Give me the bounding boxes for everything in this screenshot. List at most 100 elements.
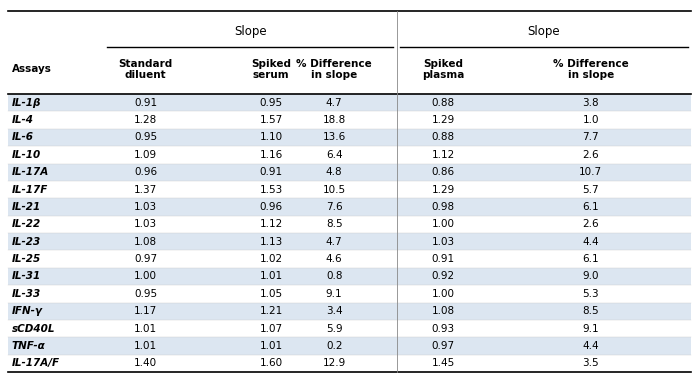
Text: 1.02: 1.02: [260, 254, 283, 264]
Bar: [8, 320, 691, 337]
Text: IL-17F: IL-17F: [12, 185, 48, 195]
Text: 3.8: 3.8: [583, 98, 599, 108]
Text: 1.07: 1.07: [260, 323, 283, 334]
Bar: [8, 94, 691, 111]
Text: 0.96: 0.96: [134, 167, 157, 177]
Text: IFN-γ: IFN-γ: [12, 306, 42, 316]
Text: 10.5: 10.5: [322, 185, 346, 195]
Text: 1.00: 1.00: [432, 219, 454, 229]
Text: 0.91: 0.91: [134, 98, 157, 108]
Bar: [8, 355, 691, 372]
Bar: [8, 233, 691, 250]
Text: 1.37: 1.37: [134, 185, 157, 195]
Text: IL-17A/F: IL-17A/F: [12, 359, 60, 368]
Text: IL-4: IL-4: [12, 115, 34, 125]
Text: IL-33: IL-33: [12, 289, 41, 299]
Text: 0.92: 0.92: [432, 272, 455, 282]
Bar: [8, 268, 691, 285]
Text: 3.4: 3.4: [326, 306, 342, 316]
Text: 9.1: 9.1: [326, 289, 342, 299]
Text: 1.60: 1.60: [260, 359, 283, 368]
Text: 4.7: 4.7: [326, 98, 342, 108]
Text: 1.03: 1.03: [134, 219, 157, 229]
Text: 1.08: 1.08: [432, 306, 455, 316]
Text: sCD40L: sCD40L: [12, 323, 55, 334]
Bar: [8, 129, 691, 146]
Text: Spiked
plasma: Spiked plasma: [422, 59, 464, 80]
Text: 4.4: 4.4: [583, 237, 599, 247]
Text: 1.09: 1.09: [134, 150, 157, 160]
Bar: [8, 216, 691, 233]
Text: 0.8: 0.8: [326, 272, 342, 282]
Bar: [8, 303, 691, 320]
Bar: [8, 250, 691, 268]
Text: 2.6: 2.6: [583, 150, 599, 160]
Text: 1.40: 1.40: [134, 359, 157, 368]
Text: 4.4: 4.4: [583, 341, 599, 351]
Text: 10.7: 10.7: [579, 167, 602, 177]
Text: 5.9: 5.9: [326, 323, 342, 334]
Text: 0.96: 0.96: [260, 202, 283, 212]
Bar: [8, 146, 691, 163]
Bar: [8, 181, 691, 198]
Text: IL-6: IL-6: [12, 133, 34, 142]
Text: 1.13: 1.13: [260, 237, 283, 247]
Text: 9.0: 9.0: [583, 272, 599, 282]
Bar: [8, 163, 691, 181]
Text: 7.6: 7.6: [326, 202, 342, 212]
Text: 4.6: 4.6: [326, 254, 342, 264]
Text: 4.7: 4.7: [326, 237, 342, 247]
Text: IL-25: IL-25: [12, 254, 41, 264]
Text: 6.1: 6.1: [583, 254, 599, 264]
Text: 4.8: 4.8: [326, 167, 342, 177]
Text: IL-22: IL-22: [12, 219, 41, 229]
Text: Assays: Assays: [12, 64, 52, 74]
Text: IL-1β: IL-1β: [12, 98, 41, 108]
Text: 13.6: 13.6: [322, 133, 346, 142]
Text: 1.10: 1.10: [260, 133, 283, 142]
Text: 1.16: 1.16: [260, 150, 283, 160]
Text: 0.97: 0.97: [134, 254, 157, 264]
Text: 1.03: 1.03: [432, 237, 455, 247]
Text: 18.8: 18.8: [322, 115, 346, 125]
Text: Slope: Slope: [528, 25, 560, 38]
Text: Slope: Slope: [234, 25, 267, 38]
Text: IL-23: IL-23: [12, 237, 41, 247]
Bar: [8, 285, 691, 303]
Text: 1.01: 1.01: [134, 341, 157, 351]
Text: 1.45: 1.45: [432, 359, 455, 368]
Text: 5.3: 5.3: [583, 289, 599, 299]
Text: 3.5: 3.5: [583, 359, 599, 368]
Text: % Difference
in slope: % Difference in slope: [553, 59, 628, 80]
Text: 1.00: 1.00: [432, 289, 454, 299]
Text: 1.53: 1.53: [260, 185, 283, 195]
Text: TNF-α: TNF-α: [12, 341, 45, 351]
Text: Standard
diluent: Standard diluent: [118, 59, 173, 80]
Bar: [8, 337, 691, 355]
Text: 1.00: 1.00: [134, 272, 157, 282]
Bar: [8, 198, 691, 216]
Text: 1.01: 1.01: [260, 272, 283, 282]
Bar: [8, 111, 691, 129]
Text: 8.5: 8.5: [583, 306, 599, 316]
Text: 1.05: 1.05: [260, 289, 283, 299]
Text: IL-31: IL-31: [12, 272, 41, 282]
Text: 1.21: 1.21: [260, 306, 283, 316]
Text: 6.4: 6.4: [326, 150, 342, 160]
Text: 1.17: 1.17: [134, 306, 157, 316]
Text: 1.57: 1.57: [260, 115, 283, 125]
Text: 9.1: 9.1: [583, 323, 599, 334]
Text: 0.91: 0.91: [432, 254, 455, 264]
Text: 1.12: 1.12: [260, 219, 283, 229]
Text: 0.88: 0.88: [432, 133, 455, 142]
Text: 1.01: 1.01: [134, 323, 157, 334]
Text: 8.5: 8.5: [326, 219, 342, 229]
Text: 1.12: 1.12: [432, 150, 455, 160]
Text: 1.01: 1.01: [260, 341, 283, 351]
Text: 7.7: 7.7: [583, 133, 599, 142]
Text: 1.03: 1.03: [134, 202, 157, 212]
Text: 1.08: 1.08: [134, 237, 157, 247]
Text: Spiked
serum: Spiked serum: [251, 59, 291, 80]
Text: % Difference
in slope: % Difference in slope: [296, 59, 372, 80]
Text: 0.95: 0.95: [260, 98, 283, 108]
